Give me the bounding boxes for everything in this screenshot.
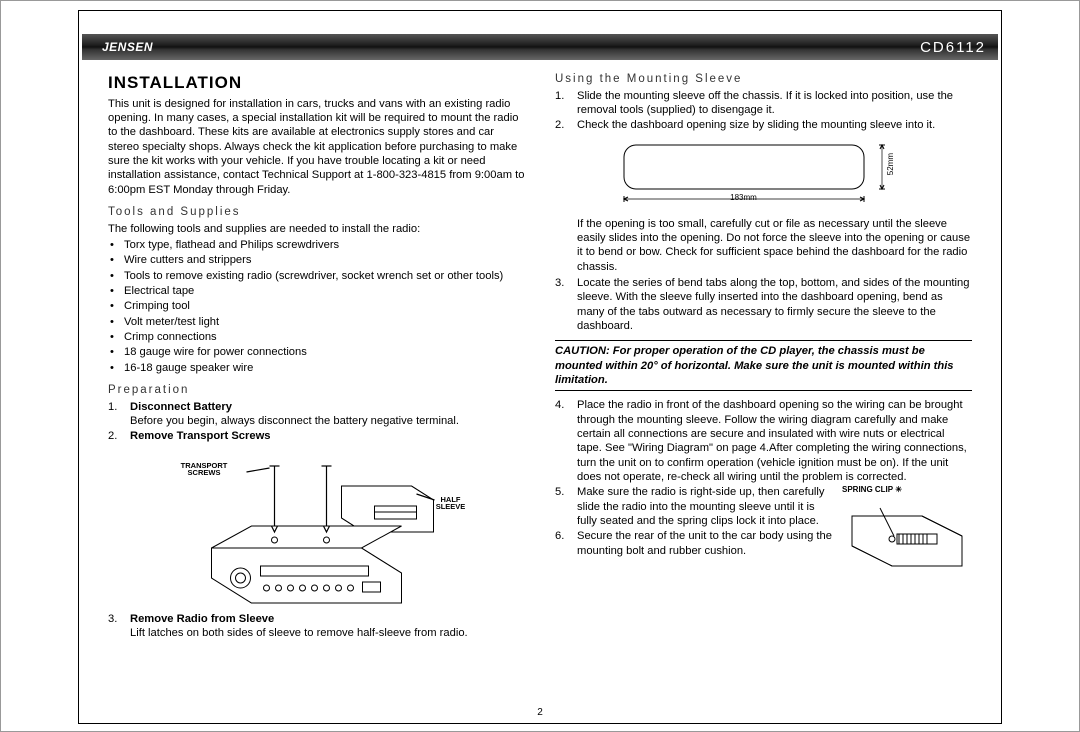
left-column: INSTALLATION This unit is designed for i…: [108, 72, 525, 702]
step-title: Remove Transport Screws: [130, 430, 271, 442]
prep-heading: Preparation: [108, 383, 525, 398]
after-dims-paragraph: If the opening is too small, carefully c…: [555, 217, 972, 274]
list-item: Volt meter/test light: [124, 315, 525, 329]
prep-steps: 1. Disconnect Battery Before you begin, …: [108, 400, 525, 444]
installation-title: INSTALLATION: [108, 72, 525, 94]
list-item: Torx type, flathead and Philips screwdri…: [124, 238, 525, 252]
mount-steps-b: 3.Locate the series of bend tabs along t…: [555, 276, 972, 333]
mount-step-4: 4.Place the radio in front of the dashbo…: [577, 398, 972, 484]
tools-heading: Tools and Supplies: [108, 205, 525, 220]
step-body: Before you begin, always disconnect the …: [130, 415, 459, 427]
intro-paragraph: This unit is designed for installation i…: [108, 97, 525, 197]
header-bar: JENSEN CD6112: [82, 34, 998, 60]
caution-note: CAUTION: For proper operation of the CD …: [555, 340, 972, 391]
brand-logo: JENSEN: [102, 40, 153, 54]
tools-list: Torx type, flathead and Philips screwdri…: [108, 238, 525, 375]
list-item: Wire cutters and strippers: [124, 253, 525, 267]
spring-clip-label: SPRING CLIP: [842, 485, 893, 494]
prep-step-3: 3. Remove Radio from Sleeve Lift latches…: [130, 612, 525, 641]
transport-screws-label: TRANSPORT SCREWS: [174, 462, 234, 477]
tools-intro: The following tools and supplies are nee…: [108, 222, 525, 236]
page-number: 2: [0, 707, 1080, 718]
list-item: 16-18 gauge speaker wire: [124, 361, 525, 375]
mount-step-2: 2.Check the dashboard opening size by sl…: [577, 118, 972, 132]
step-title: Remove Radio from Sleeve: [130, 613, 274, 625]
mount-step-1: 1.Slide the mounting sleeve off the chas…: [577, 89, 972, 118]
prep-step-2: 2. Remove Transport Screws: [130, 429, 525, 443]
step-title: Disconnect Battery: [130, 401, 232, 413]
mount-steps-a: 1.Slide the mounting sleeve off the chas…: [555, 89, 972, 133]
mounting-heading: Using the Mounting Sleeve: [555, 72, 972, 87]
list-item: 18 gauge wire for power connections: [124, 345, 525, 359]
list-item: Crimping tool: [124, 299, 525, 313]
half-sleeve-label: HALF SLEEVE: [428, 496, 473, 511]
mount-step-6: 6.Secure the rear of the unit to the car…: [577, 529, 972, 558]
mount-step-5: 5. SPRING CLIP ✳: [577, 485, 972, 528]
height-dimension: 52mm: [886, 153, 896, 175]
mount-step-3: 3.Locate the series of bend tabs along t…: [577, 276, 972, 333]
list-item: Tools to remove existing radio (screwdri…: [124, 269, 525, 283]
width-dimension: 183mm: [614, 193, 874, 203]
prep-step-1: 1. Disconnect Battery Before you begin, …: [130, 400, 525, 429]
step-body: Lift latches on both sides of sleeve to …: [130, 627, 468, 639]
mount-steps-c: 4.Place the radio in front of the dashbo…: [555, 398, 972, 558]
list-item: Crimp connections: [124, 330, 525, 344]
prep-steps-cont: 3. Remove Radio from Sleeve Lift latches…: [108, 612, 525, 641]
model-number: CD6112: [920, 39, 986, 56]
transport-screws-diagram: TRANSPORT SCREWS HALF SLEEVE: [108, 448, 525, 608]
sleeve-dimension-diagram: 183mm 52mm: [614, 139, 914, 211]
right-column: Using the Mounting Sleeve 1.Slide the mo…: [555, 72, 972, 702]
content-area: INSTALLATION This unit is designed for i…: [108, 72, 972, 702]
list-item: Electrical tape: [124, 284, 525, 298]
